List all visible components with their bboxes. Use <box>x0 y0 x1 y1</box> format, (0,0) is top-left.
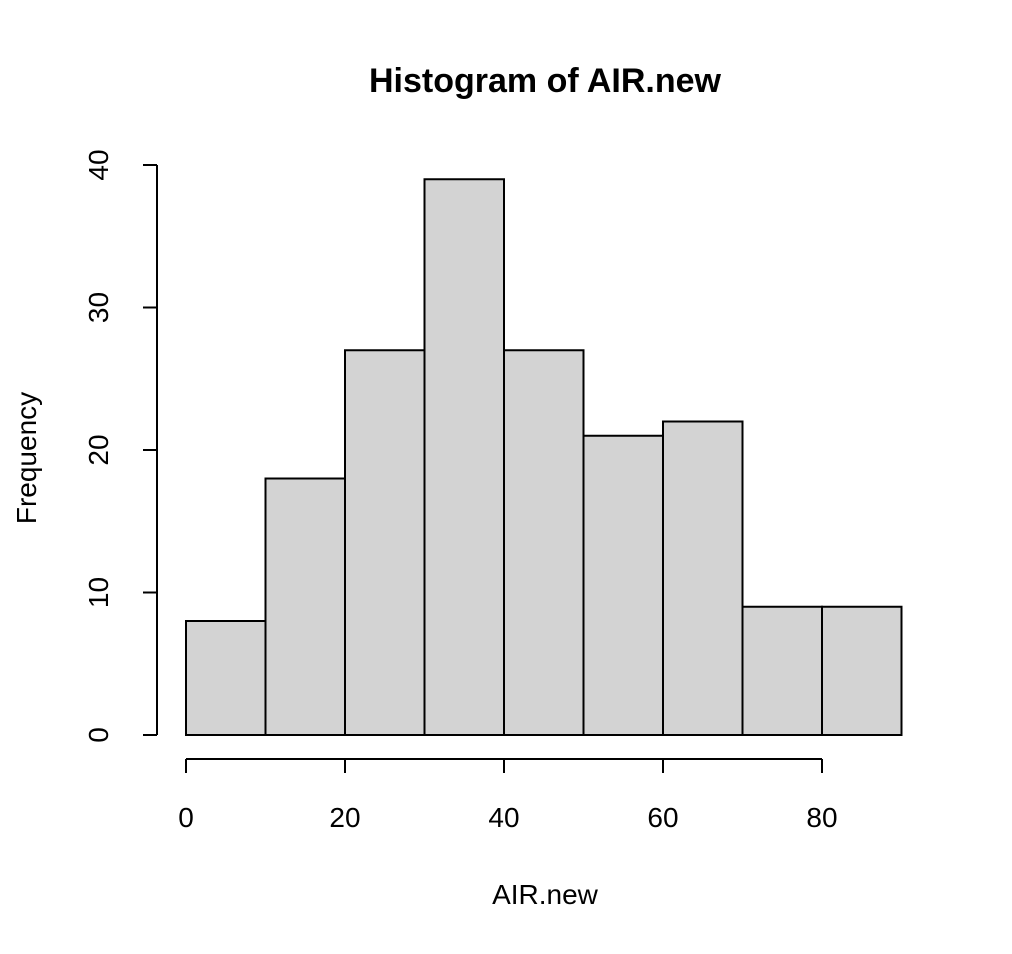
y-tick-label: 30 <box>83 292 114 323</box>
histogram-bar <box>264 477 346 736</box>
histogram-bar <box>662 420 744 736</box>
x-axis-label: AIR.new <box>492 879 599 910</box>
y-tick-label: 20 <box>83 434 114 465</box>
x-tick-label: 20 <box>329 802 360 833</box>
bars-group <box>185 178 903 736</box>
histogram-bar <box>741 605 823 736</box>
histogram-bar <box>503 349 585 736</box>
histogram-bar <box>821 605 903 736</box>
y-tick-label: 0 <box>83 727 114 743</box>
histogram-bar <box>582 434 664 736</box>
histogram-bar <box>344 349 426 736</box>
y-tick-label: 40 <box>83 149 114 180</box>
x-axis: 0 20 40 60 80 <box>178 758 838 833</box>
y-axis-label: Frequency <box>11 392 42 524</box>
x-tick-label: 60 <box>647 802 678 833</box>
chart-title: Histogram of AIR.new <box>369 62 722 100</box>
x-tick-label: 80 <box>806 802 837 833</box>
y-axis: 0 10 20 30 40 <box>83 149 158 743</box>
histogram-bar <box>185 620 267 736</box>
y-tick-label: 10 <box>83 577 114 608</box>
x-tick-label: 40 <box>488 802 519 833</box>
x-tick-label: 0 <box>178 802 194 833</box>
histogram-bar <box>423 178 505 736</box>
